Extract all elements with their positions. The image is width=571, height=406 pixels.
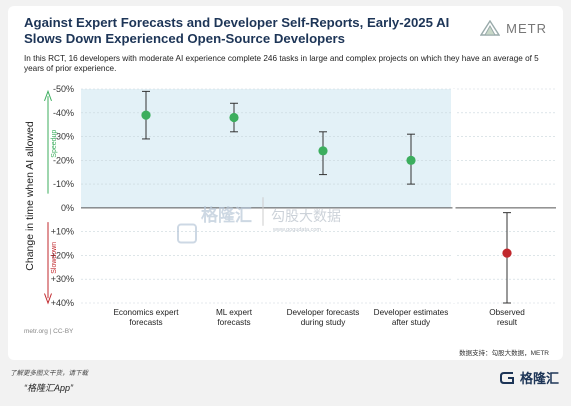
- slowdown-label: Slowdown: [51, 242, 58, 274]
- x-category-label: Economics expert: [113, 308, 179, 317]
- y-axis-label: Change in time when AI allowed: [24, 121, 36, 271]
- y-tick-label: +30%: [51, 274, 74, 284]
- bottom-logo: 格隆汇: [499, 368, 559, 387]
- data-point: [318, 146, 328, 156]
- speedup-arrow-head: [44, 89, 52, 102]
- chart-area: -50% -40% -30% -20% -10% 0% +10% +20% +30% +40% Ch…: [24, 84, 556, 327]
- bottom-logo-text: 格隆汇: [519, 371, 559, 386]
- data-point: [141, 110, 151, 120]
- x-category-label: forecasts: [129, 318, 162, 327]
- y-tick-label: 0%: [61, 203, 74, 213]
- brand: METR: [480, 20, 547, 36]
- x-category-label: Observed: [489, 308, 525, 317]
- data-point: [502, 248, 512, 258]
- y-tick-label: +20%: [51, 250, 74, 260]
- watermark-logo-icon: [177, 223, 197, 244]
- y-tick-label: -10%: [53, 179, 74, 189]
- chart-subtitle: In this RCT, 16 developers with moderate…: [24, 54, 539, 73]
- y-tick-label: -30%: [53, 132, 74, 142]
- gelonghui-logo-icon: [499, 371, 514, 384]
- watermark-left: 格隆汇: [201, 205, 252, 225]
- x-category-label: forecasts: [217, 318, 250, 327]
- x-category-label: ML expert: [216, 308, 253, 317]
- y-tick-label: -40%: [53, 108, 74, 118]
- app-name-note: “格隆汇App”: [24, 383, 74, 393]
- metr-logo-icon: [480, 20, 501, 36]
- slowdown-arrow-head: [44, 293, 52, 305]
- y-tick-label: +40%: [51, 298, 74, 308]
- x-category-label: Developer forecasts: [287, 308, 360, 317]
- y-tick-label: +10%: [51, 227, 74, 237]
- x-category-label: Developer estimates: [374, 308, 449, 317]
- y-tick-label: -50%: [53, 84, 74, 94]
- chart-card: Against Expert Forecasts and Developer S…: [8, 6, 563, 360]
- speedup-label: Speedup: [51, 130, 58, 158]
- y-tick-label: -20%: [53, 155, 74, 165]
- watermark-url: www.gogudata.com: [272, 227, 321, 233]
- data-point: [229, 112, 239, 123]
- data-source-note: 数据支持：勾股大数据，METR: [459, 350, 549, 357]
- chart-title: Against Expert Forecasts and Developer S…: [24, 15, 450, 46]
- watermark-right: 勾股大数据: [271, 208, 341, 224]
- x-category-label: result: [497, 318, 518, 327]
- license-note: metr.org | CC-BY: [24, 328, 74, 335]
- brand-name: METR: [506, 20, 547, 36]
- data-point: [406, 155, 416, 165]
- x-category-label: during study: [301, 318, 347, 327]
- download-note: 了解更多图文干货，请下载: [10, 370, 88, 377]
- x-category-label: after study: [392, 318, 431, 327]
- forecast-shaded-region: [81, 89, 451, 208]
